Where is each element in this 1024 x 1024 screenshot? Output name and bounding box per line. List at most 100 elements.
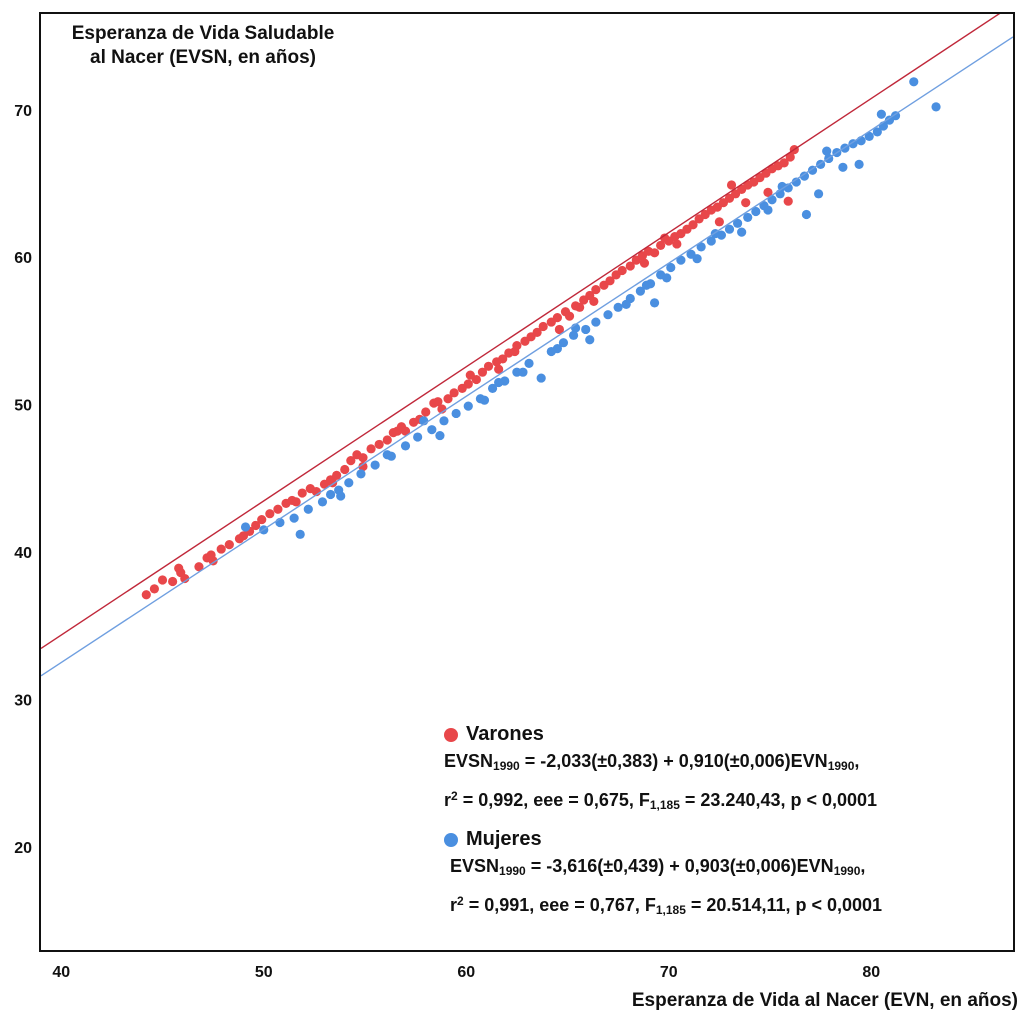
point-varones-67	[625, 261, 635, 271]
point-varones-108	[291, 497, 301, 507]
point-mujeres-80	[435, 430, 445, 441]
point-mujeres-32	[635, 286, 646, 296]
point-varones-34	[400, 426, 411, 436]
legend-mujeres: Mujeres EVSN1990 = -3,616(±0,439) + 0,90…	[444, 828, 882, 925]
point-mujeres-37	[676, 255, 686, 265]
point-varones-15	[265, 509, 275, 519]
point-varones-110	[206, 550, 216, 560]
point-mujeres-83	[289, 513, 299, 523]
y-tick-label-40: 40	[14, 545, 32, 562]
stats-mujeres: r2 = 0,991, eee = 0,767, F1,185 = 20.514…	[450, 894, 883, 917]
point-mujeres-17	[463, 401, 473, 411]
point-varones-113	[575, 302, 585, 312]
point-mujeres-28	[591, 317, 601, 327]
point-varones-99	[639, 258, 650, 268]
point-varones-43	[463, 379, 473, 389]
y-axis-title-line-1: Esperanza de Vida Saludable	[71, 23, 335, 44]
point-mujeres-30	[613, 302, 623, 312]
point-mujeres-71	[763, 205, 773, 215]
point-mujeres-89	[777, 181, 787, 192]
point-varones-16	[273, 504, 283, 514]
point-varones-106	[358, 461, 368, 472]
point-mujeres-14	[427, 425, 437, 435]
point-mujeres-72	[737, 227, 747, 237]
point-varones-71	[649, 248, 660, 258]
point-mujeres-87	[641, 280, 652, 290]
point-varones-48	[498, 354, 508, 364]
point-varones-96	[726, 180, 737, 190]
point-varones-93	[785, 152, 795, 162]
point-varones-41	[449, 388, 459, 398]
point-mujeres-74	[662, 273, 672, 283]
point-mujeres-0	[240, 522, 251, 532]
legend-entry-mujeres: Mujeres	[444, 828, 882, 851]
point-mujeres-69	[838, 162, 848, 172]
point-varones-58	[564, 311, 575, 321]
point-varones-66	[617, 265, 627, 276]
point-mujeres-8	[344, 478, 354, 488]
point-varones-45	[477, 367, 488, 377]
point-mujeres-82	[336, 491, 346, 501]
legend-entry-varones: Varones	[444, 723, 877, 746]
point-mujeres-9	[356, 469, 366, 479]
point-varones-112	[494, 364, 504, 374]
y-tick-label-60: 60	[14, 250, 32, 267]
point-mujeres-67	[801, 209, 812, 220]
point-mujeres-78	[518, 367, 528, 377]
point-mujeres-13	[413, 432, 423, 442]
point-varones-114	[660, 233, 670, 243]
regression-line-mujeres	[41, 36, 1013, 677]
point-mujeres-16	[451, 408, 461, 419]
point-varones-13	[251, 520, 261, 531]
point-varones-3	[168, 576, 178, 587]
point-varones-31	[382, 435, 392, 445]
point-varones-19	[297, 488, 307, 498]
point-varones-28	[358, 453, 368, 463]
point-mujeres-90	[822, 146, 832, 156]
point-mujeres-75	[621, 299, 631, 309]
point-varones-100	[589, 296, 599, 307]
point-varones-54	[538, 321, 548, 332]
point-varones-40	[443, 394, 453, 404]
point-varones-101	[554, 324, 565, 335]
x-tick-label-80: 80	[862, 964, 880, 981]
point-mujeres-23	[536, 373, 546, 383]
point-mujeres-19	[487, 383, 498, 393]
plot-frame	[39, 12, 1015, 952]
point-varones-25	[340, 464, 350, 475]
point-mujeres-79	[479, 395, 490, 405]
point-mujeres-34	[649, 298, 660, 308]
point-mujeres-57	[848, 139, 858, 149]
point-varones-14	[257, 514, 267, 525]
point-mujeres-44	[743, 212, 753, 223]
x-tick-label-40: 40	[52, 964, 70, 981]
point-mujeres-76	[585, 335, 595, 345]
y-tick-label-50: 50	[14, 398, 32, 415]
equation-mujeres: EVSN1990 = -3,616(±0,439) + 0,903(±0,006…	[450, 856, 866, 878]
point-mujeres-25	[558, 338, 569, 348]
legend-label-varones: Varones	[466, 723, 544, 745]
point-mujeres-81	[382, 450, 392, 460]
point-mujeres-29	[603, 310, 613, 320]
point-mujeres-77	[552, 344, 562, 354]
y-axis-title: Esperanza de Vida Saludable al Nacer (EV…	[48, 22, 358, 70]
point-varones-10	[224, 540, 234, 550]
point-mujeres-39	[696, 242, 706, 252]
point-varones-1	[149, 584, 159, 594]
point-varones-24	[332, 470, 342, 480]
point-mujeres-43	[733, 218, 743, 228]
x-tick-label-50: 50	[255, 964, 273, 981]
point-mujeres-66	[931, 102, 941, 112]
x-axis-title: Esperanza de Vida al Nacer (EVN, en años…	[631, 990, 1018, 1011]
point-varones-77	[688, 220, 698, 230]
point-varones-37	[421, 407, 431, 417]
point-mujeres-47	[767, 195, 777, 205]
point-mujeres-65	[909, 77, 919, 87]
point-varones-116	[763, 187, 773, 197]
point-mujeres-85	[494, 377, 504, 388]
legend-label-mujeres: Mujeres	[466, 828, 542, 850]
legend-varones: Varones EVSN1990 = -2,033(±0,383) + 0,91…	[444, 723, 877, 820]
point-mujeres-50	[791, 177, 801, 187]
point-mujeres-64	[876, 109, 886, 119]
point-mujeres-36	[666, 262, 676, 273]
